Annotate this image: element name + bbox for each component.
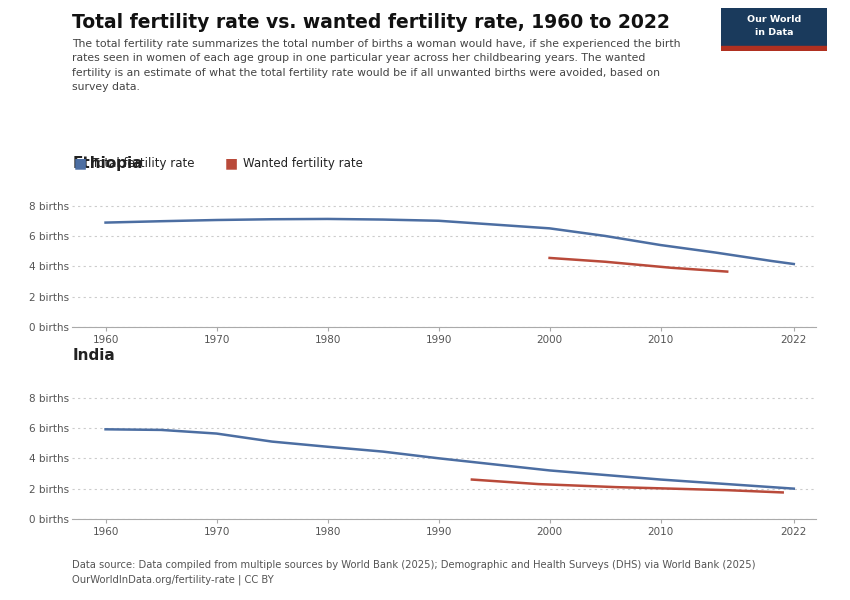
Text: India: India: [72, 348, 115, 363]
Text: ■: ■: [74, 156, 87, 170]
Bar: [721, 46, 827, 51]
Text: Data source: Data compiled from multiple sources by World Bank (2025); Demograph: Data source: Data compiled from multiple…: [72, 560, 756, 585]
Text: The total fertility rate summarizes the total number of births a woman would hav: The total fertility rate summarizes the …: [72, 39, 681, 92]
Text: in Data: in Data: [755, 28, 793, 37]
Text: Our World: Our World: [747, 16, 801, 25]
Text: Wanted fertility rate: Wanted fertility rate: [243, 157, 363, 170]
Text: ■: ■: [225, 156, 238, 170]
Text: Ethiopia: Ethiopia: [72, 156, 143, 171]
Text: Total fertility rate: Total fertility rate: [92, 157, 195, 170]
Text: Total fertility rate vs. wanted fertility rate, 1960 to 2022: Total fertility rate vs. wanted fertilit…: [72, 13, 670, 32]
